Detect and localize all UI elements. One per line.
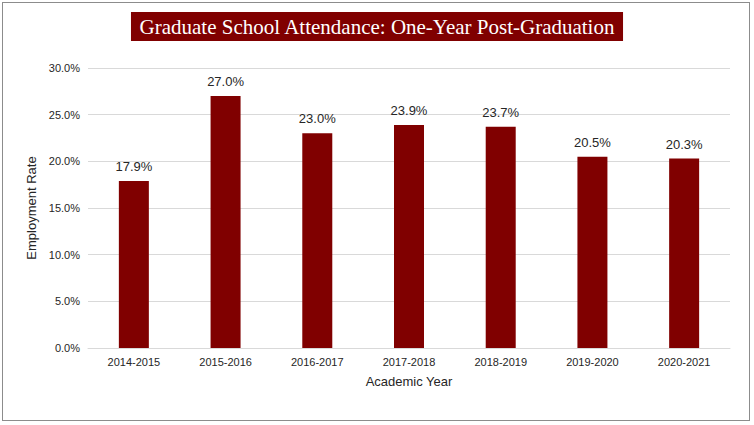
svg-text:0.0%: 0.0% [55, 342, 80, 354]
svg-text:2014-2015: 2014-2015 [108, 356, 161, 368]
svg-text:25.0%: 25.0% [49, 109, 80, 121]
svg-text:23.9%: 23.9% [391, 103, 428, 118]
svg-text:27.0%: 27.0% [207, 74, 244, 89]
svg-text:2017-2018: 2017-2018 [383, 356, 436, 368]
svg-text:30.0%: 30.0% [49, 62, 80, 74]
svg-text:5.0%: 5.0% [55, 295, 80, 307]
svg-text:2019-2020: 2019-2020 [566, 356, 619, 368]
svg-text:20.3%: 20.3% [666, 137, 703, 152]
svg-text:23.7%: 23.7% [482, 105, 519, 120]
svg-text:15.0%: 15.0% [49, 202, 80, 214]
svg-text:Graduate School Attendance: On: Graduate School Attendance: One-Year Pos… [140, 15, 615, 39]
svg-text:2020-2021: 2020-2021 [658, 356, 711, 368]
svg-text:17.9%: 17.9% [115, 159, 152, 174]
svg-text:Academic Year: Academic Year [366, 374, 453, 389]
svg-text:10.0%: 10.0% [49, 249, 80, 261]
svg-text:20.5%: 20.5% [574, 135, 611, 150]
svg-text:2016-2017: 2016-2017 [291, 356, 344, 368]
svg-text:2018-2019: 2018-2019 [474, 356, 527, 368]
svg-text:23.0%: 23.0% [299, 111, 336, 126]
svg-text:Employment Rate: Employment Rate [24, 156, 39, 259]
svg-text:2015-2016: 2015-2016 [199, 356, 252, 368]
svg-text:20.0%: 20.0% [49, 155, 80, 167]
